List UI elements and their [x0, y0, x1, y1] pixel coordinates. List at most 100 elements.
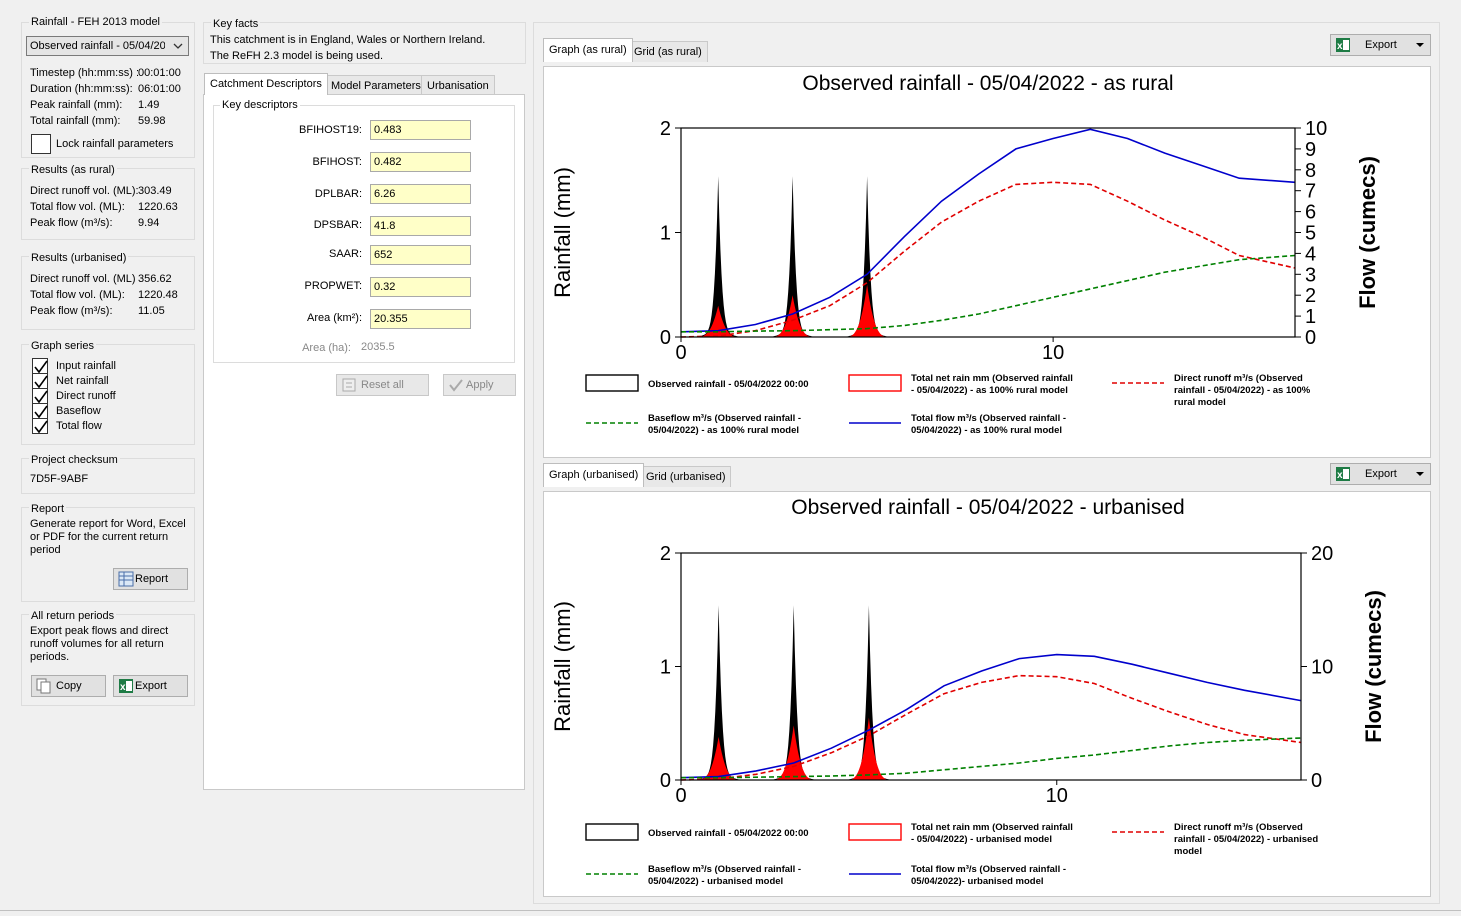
direct-runoff-line [680, 181, 1296, 338]
y2-tick-label: 3 [1305, 264, 1316, 286]
report-description: Generate report for Word, Excel or PDF f… [30, 518, 186, 556]
legend-total-flow-line: 05/04/2022) - as 100% rural model [911, 425, 1062, 436]
propwet-label: PROPWET: [304, 280, 362, 292]
key-descriptors-box [213, 105, 515, 363]
saar-field[interactable]: 652 [370, 245, 471, 265]
lock-rainfall-checkbox[interactable] [31, 134, 51, 154]
bfihost-field[interactable]: 0.482 [370, 152, 471, 172]
report-title: Report [29, 503, 67, 515]
event-dropdown[interactable]: Observed rainfall - 05/04/2022 [26, 36, 189, 56]
bfihost19-label: BFIHOST19: [299, 124, 362, 136]
net-rain-burst-3 [845, 284, 890, 337]
rural-export-button[interactable]: x Export [1330, 34, 1431, 56]
rainfall-burst-3 [845, 176, 890, 337]
y2-tick-label: 7 [1305, 181, 1316, 203]
tab-urbanisation[interactable]: Urbanisation [421, 75, 495, 95]
svg-text:x: x [1337, 470, 1343, 481]
all-return-description: Export peak flows and direct runoff volu… [30, 625, 169, 663]
tab-catchment-descriptors[interactable]: Catchment Descriptors [204, 73, 328, 95]
y2-tick-label: 1 [1305, 306, 1316, 328]
charts-container [533, 22, 1440, 904]
input-rainfall-label: Input rainfall [56, 360, 116, 372]
urban-total-label: Total flow vol. (ML): [30, 289, 125, 301]
key-descriptors-title: Key descriptors [220, 99, 300, 111]
area-ha-value: 2035.5 [361, 341, 395, 353]
x-tick-label: 10 [1042, 342, 1064, 364]
legend-direct-runoff-line: model [1174, 846, 1202, 857]
total-rainfall-label: Total rainfall (mm): [30, 115, 121, 127]
dropdown-arrow-icon [1416, 472, 1424, 476]
total-flow-label: Total flow [56, 420, 102, 432]
area-km2-field[interactable]: 20.355 [370, 309, 471, 329]
timestep-label: Timestep (hh:mm:ss) : [30, 67, 139, 79]
report-group: Report Generate report for Word, Excel o… [21, 503, 195, 602]
net-rainfall-checkbox[interactable] [32, 373, 48, 389]
baseflow-label: Baseflow [56, 405, 101, 417]
rural-direct-value: 303.49 [138, 185, 172, 197]
legend-direct-runoff: Direct runoff m³/s (Observed rainfall - 0… [1174, 822, 1318, 857]
direct-runoff-checkbox[interactable] [32, 388, 48, 404]
y-tick-label: 1 [660, 223, 671, 245]
duration-value: 06:01:00 [138, 83, 181, 95]
tab-grid-rural[interactable]: Grid (as rural) [628, 41, 708, 62]
net-rainfall-label: Net rainfall [56, 375, 109, 387]
descriptors-panel: Key descriptors [203, 94, 525, 790]
tab-graph-rural[interactable]: Graph (as rural) [543, 38, 633, 62]
net-rain-burst-2 [771, 725, 816, 780]
urban-total-value: 1220.48 [138, 289, 178, 301]
report-button[interactable]: Report [113, 568, 188, 590]
legend-net-rain-swatch [848, 823, 902, 841]
rainfall-burst-1 [696, 176, 741, 337]
x-tick-label: 0 [675, 342, 686, 364]
legend-total-flow-line: Total flow m³/s (Observed rainfall - [911, 413, 1066, 424]
y-axis-label: Rainfall (mm) [550, 601, 575, 732]
tab-graph-urban[interactable]: Graph (urbanised) [543, 463, 645, 487]
tab-model-parameters[interactable]: Model Parameters [325, 75, 427, 95]
dpsbar-field[interactable]: 41.8 [370, 216, 471, 236]
copy-icon [36, 678, 51, 694]
baseflow-checkbox[interactable] [32, 403, 48, 419]
urban-export-button[interactable]: x Export [1330, 463, 1431, 485]
legend-total-flow: Total flow m³/s (Observed rainfall -05/0… [911, 413, 1066, 436]
urban-peak-value: 11.05 [138, 305, 165, 317]
copy-button[interactable]: Copy [31, 675, 106, 697]
status-bar [0, 910, 1461, 916]
graph-series-title: Graph series [29, 340, 96, 352]
legend-direct-runoff: Direct runoff m³/s (Observed rainfall - 0… [1174, 373, 1311, 408]
all-export-button[interactable]: x Export [113, 675, 188, 697]
peak-rainfall-label: Peak rainfall (mm): [30, 99, 123, 111]
reset-all-label: Reset all [361, 379, 404, 391]
input-rainfall-checkbox[interactable] [32, 358, 48, 374]
y2-tick-label: 0 [1311, 770, 1322, 792]
y2-tick-label: 5 [1305, 223, 1316, 245]
results-urban-group: Results (urbanised) Direct runoff vol. (… [21, 252, 195, 330]
x-tick-label: 0 [675, 785, 686, 807]
legend-observed-rainfall-swatch [585, 374, 639, 392]
reset-all-button[interactable]: Reset all [336, 374, 429, 396]
legend-net-rain-line: - 05/04/2022) - as 100% rural model [911, 385, 1068, 396]
total-flow-line [680, 128, 1296, 333]
y2-tick-label: 9 [1305, 139, 1316, 161]
rainfall-burst-2 [771, 605, 816, 780]
propwet-field[interactable]: 0.32 [370, 277, 471, 297]
y2-tick-label: 6 [1305, 202, 1316, 224]
legend-total-flow-line: Total flow m³/s (Observed rainfall - [911, 864, 1066, 875]
chart-title: Observed rainfall - 05/04/2022 - urbanis… [791, 496, 1184, 519]
checkmark-icon [449, 379, 463, 392]
dplbar-field[interactable]: 6.26 [370, 184, 471, 204]
rural-peak-value: 9.94 [138, 217, 160, 229]
y2-axis-label: Flow (cumecs) [1355, 156, 1380, 309]
duration-label: Duration (hh:mm:ss): [30, 83, 133, 95]
total-flow-checkbox[interactable] [32, 418, 48, 434]
legend-net-rain: Total net rain mm (Observed rainfall - 05… [911, 373, 1073, 396]
all-export-button-label: Export [135, 680, 167, 692]
bfihost19-field[interactable]: 0.483 [370, 120, 471, 140]
rainfall-group-title: Rainfall - FEH 2013 model [29, 16, 163, 28]
tab-grid-urban[interactable]: Grid (urbanised) [640, 466, 732, 487]
y2-tick-label: 0 [1305, 327, 1316, 349]
legend-baseflow: Baseflow m³/s (Observed rainfall -05/04/… [648, 864, 801, 887]
apply-button[interactable]: Apply [443, 374, 516, 396]
y2-tick-label: 10 [1305, 118, 1327, 140]
y-tick-label: 0 [660, 327, 671, 349]
legend-baseflow: Baseflow m³/s (Observed rainfall -05/04/… [648, 413, 801, 436]
